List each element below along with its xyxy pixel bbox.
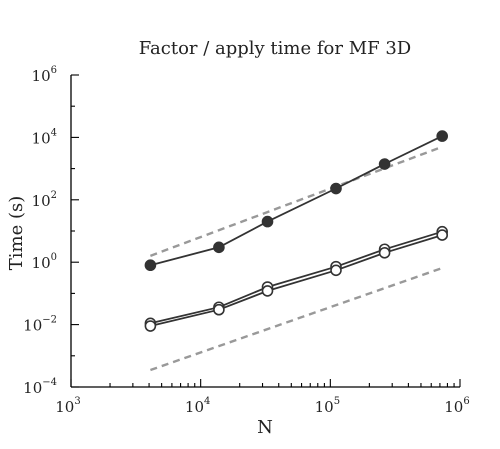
data-point — [213, 303, 225, 316]
data-point — [261, 285, 274, 297]
data-point — [378, 247, 391, 259]
x-tick-label: 104 — [185, 396, 210, 416]
series-line — [150, 135, 443, 267]
axes — [70, 75, 460, 388]
y-axis-label: Time (s) — [6, 196, 27, 271]
y-tick-label: 100 — [32, 252, 57, 272]
series-line — [150, 234, 443, 327]
y-tick-label: 106 — [32, 65, 57, 85]
y-tick-label: 10−2 — [23, 315, 57, 335]
series-layer — [144, 130, 449, 332]
data-point — [436, 229, 449, 241]
data-point — [144, 320, 157, 332]
x-tick-label: 105 — [315, 396, 340, 416]
data-point — [330, 264, 342, 277]
reference-line — [150, 266, 443, 372]
series-line — [150, 230, 443, 325]
x-tick-label: 106 — [444, 396, 469, 416]
y-tick-label: 104 — [32, 127, 57, 147]
data-point — [213, 241, 225, 254]
data-point — [144, 259, 157, 272]
chart-title: Factor / apply time for MF 3D — [139, 38, 411, 59]
ticks: 103 104 105 106 10−4 10−2 100 102 104 106 — [23, 65, 470, 416]
reference-lines — [149, 145, 443, 372]
reference-line — [149, 145, 443, 257]
y-tick-label: 102 — [32, 190, 57, 210]
data-point — [378, 158, 391, 170]
data-point — [436, 130, 449, 142]
data-point — [330, 182, 342, 195]
x-tick-label: 103 — [55, 396, 80, 416]
x-axis-label: N — [257, 417, 273, 438]
y-tick-label: 10−4 — [23, 377, 57, 397]
data-point — [261, 215, 274, 228]
